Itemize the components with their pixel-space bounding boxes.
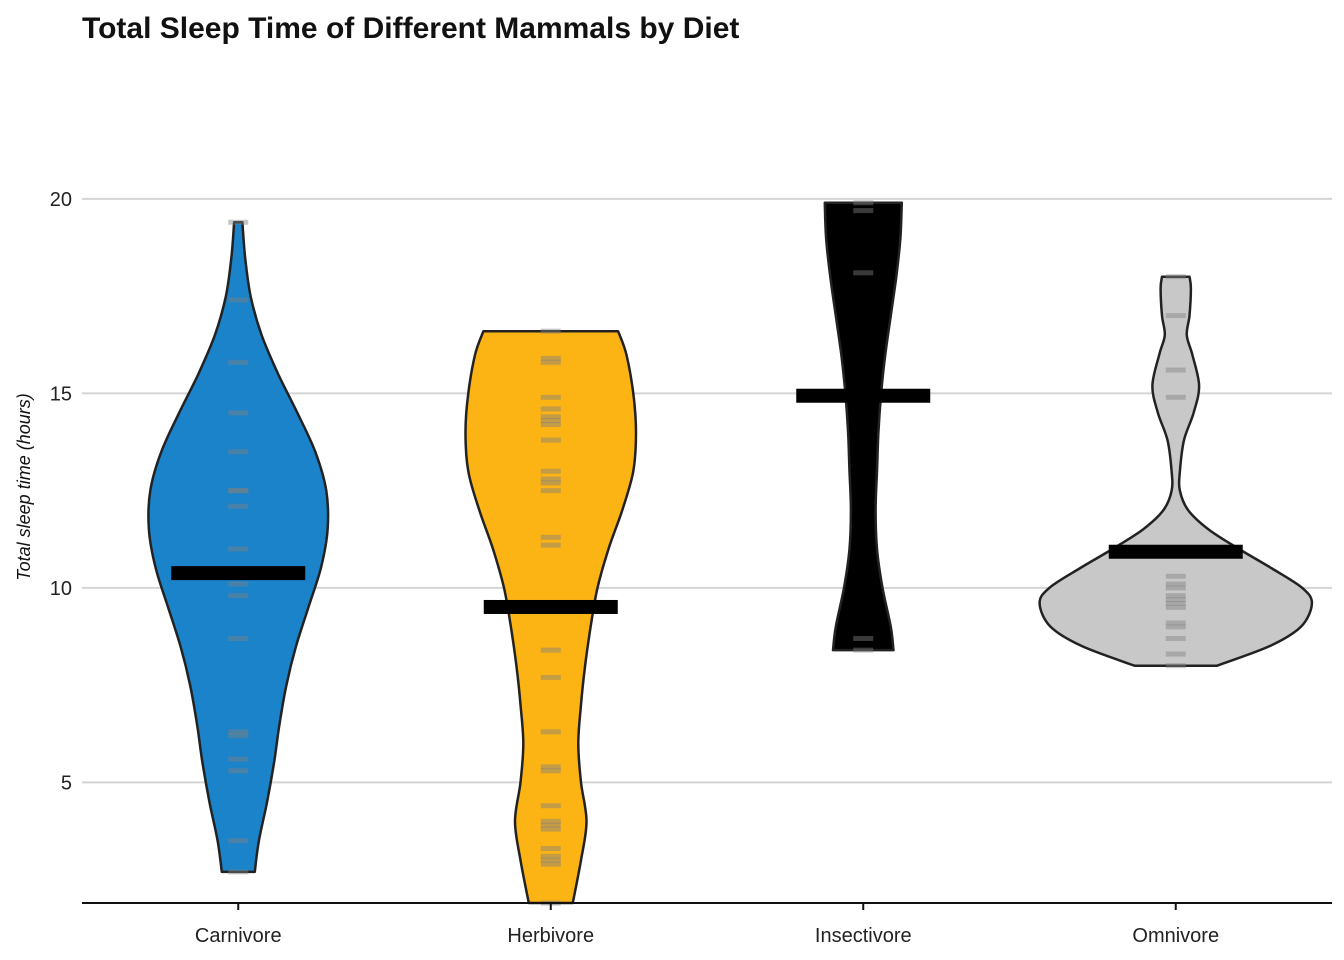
observation-mark-insectivore [853, 270, 874, 276]
observation-mark-carnivore [228, 768, 249, 774]
observation-mark-omnivore [1165, 624, 1186, 630]
observation-mark-herbivore [540, 355, 561, 361]
violin-carnivore [147, 220, 330, 874]
mean-bar-insectivore [796, 388, 931, 403]
observation-mark-herbivore [540, 729, 561, 735]
observation-mark-carnivore [228, 503, 249, 509]
x-tick-label-insectivore: Insectivore [815, 925, 912, 947]
observation-mark-carnivore [228, 488, 249, 494]
violins [147, 201, 1314, 905]
x-tick-label-herbivore: Herbivore [507, 925, 594, 947]
observation-mark-carnivore [228, 593, 249, 599]
observation-mark-herbivore [540, 857, 561, 863]
observation-mark-herbivore [540, 826, 561, 832]
observation-mark-herbivore [540, 768, 561, 774]
observation-mark-carnivore [228, 488, 249, 494]
observation-mark-herbivore [540, 437, 561, 443]
observation-mark-herbivore [540, 394, 561, 400]
observation-mark-omnivore [1165, 593, 1186, 599]
observation-mark-carnivore [228, 359, 249, 365]
observation-mark-herbivore [540, 422, 561, 428]
observation-mark-herbivore [540, 542, 561, 548]
observation-mark-insectivore [853, 200, 874, 206]
observation-mark-omnivore [1165, 274, 1186, 280]
observation-mark-herbivore [540, 853, 561, 859]
observation-mark-omnivore [1165, 367, 1186, 373]
observation-mark-insectivore [853, 208, 874, 214]
observation-mark-omnivore [1165, 573, 1186, 579]
observation-mark-herbivore [540, 861, 561, 867]
observation-mark-insectivore [853, 647, 874, 653]
observation-mark-omnivore [1165, 600, 1186, 606]
observation-mark-carnivore [228, 297, 249, 303]
observation-mark-carnivore [228, 729, 249, 735]
chart-title: Total Sleep Time of Different Mammals by… [82, 12, 740, 45]
observation-mark-herbivore [540, 674, 561, 680]
observation-mark-omnivore [1165, 620, 1186, 626]
observation-mark-omnivore [1165, 585, 1186, 591]
y-axis-title: Total sleep time (hours) [14, 393, 34, 580]
y-tick-label-15: 15 [50, 383, 72, 405]
observation-mark-omnivore [1165, 313, 1186, 319]
observation-mark-herbivore [540, 764, 561, 770]
observation-mark-carnivore [228, 219, 249, 225]
observation-mark-herbivore [540, 534, 561, 540]
observation-mark-herbivore [540, 818, 561, 824]
axes: 5 10 15 20 Carnivore Herbivore Insectivore Omni… [50, 189, 1332, 947]
observation-mark-omnivore [1165, 597, 1186, 603]
observation-mark-herbivore [540, 406, 561, 412]
observation-mark-carnivore [228, 581, 249, 587]
observation-mark-herbivore [540, 846, 561, 852]
y-tick-label-10: 10 [50, 578, 72, 600]
observation-mark-herbivore [540, 414, 561, 420]
observation-mark-carnivore [228, 869, 249, 875]
y-tick-label-5: 5 [61, 772, 72, 794]
observation-mark-omnivore [1165, 604, 1186, 610]
observation-mark-herbivore [540, 468, 561, 474]
observation-mark-omnivore [1165, 663, 1186, 669]
observation-mark-herbivore [540, 822, 561, 828]
observation-mark-carnivore [228, 449, 249, 455]
observation-mark-herbivore [540, 803, 561, 809]
violin-omnivore [1038, 275, 1314, 667]
violin-insectivore [823, 201, 904, 652]
observation-mark-omnivore [1165, 581, 1186, 587]
observation-mark-herbivore [540, 328, 561, 334]
observation-mark-herbivore [540, 480, 561, 486]
observation-mark-carnivore [228, 546, 249, 552]
mean-bar-omnivore [1108, 544, 1243, 559]
observation-mark-herbivore [540, 418, 561, 424]
observation-mark-herbivore [540, 488, 561, 494]
y-tick-label-20: 20 [50, 189, 72, 211]
mean-bar-carnivore [171, 566, 306, 581]
observation-marks [228, 200, 1186, 906]
observation-mark-herbivore [540, 359, 561, 365]
mean-bars [171, 388, 1243, 614]
observation-mark-carnivore [228, 733, 249, 739]
observation-mark-carnivore [228, 756, 249, 762]
observation-mark-omnivore [1165, 635, 1186, 641]
observation-mark-omnivore [1165, 394, 1186, 400]
observation-mark-insectivore [853, 635, 874, 641]
observation-mark-carnivore [228, 635, 249, 641]
observation-mark-carnivore [228, 410, 249, 416]
observation-mark-carnivore [228, 838, 249, 844]
observation-mark-herbivore [540, 647, 561, 653]
observation-mark-herbivore [540, 476, 561, 482]
observation-mark-omnivore [1165, 651, 1186, 657]
x-tick-label-omnivore: Omnivore [1132, 925, 1219, 947]
x-tick-label-carnivore: Carnivore [195, 925, 282, 947]
mean-bar-herbivore [483, 599, 618, 614]
